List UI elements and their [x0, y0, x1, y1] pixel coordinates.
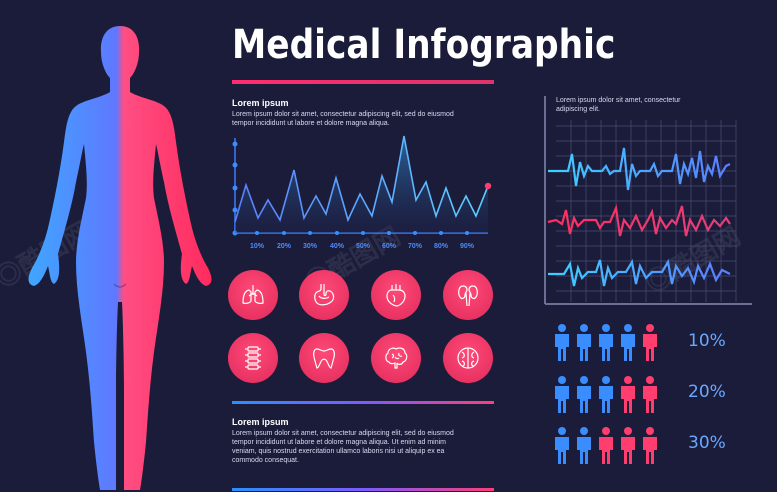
organ-stomach: [299, 270, 349, 320]
x-tick-dot: [308, 231, 312, 235]
spine-icon: [245, 346, 261, 370]
x-tick-dot: [255, 231, 259, 235]
organ-spine: [228, 333, 278, 383]
x-tick-dot: [361, 231, 365, 235]
tooth-icon: [313, 348, 335, 369]
bottom-heading: Lorem ipsum: [232, 417, 289, 427]
kidneys-icon: [458, 285, 478, 307]
x-tick-label: 90%: [459, 243, 475, 250]
chart-axis-dot: [232, 162, 238, 168]
x-tick-label: 80%: [433, 243, 449, 250]
x-tick-dot: [282, 231, 286, 235]
x-tick-dot: [465, 231, 469, 235]
x-tick-dot: [387, 231, 391, 235]
x-tick-label: 50%: [355, 243, 371, 250]
population-percent-3: 30%: [688, 433, 726, 453]
x-tick-dot: [335, 231, 339, 235]
title-underline: [232, 80, 494, 84]
chart-end-point: [484, 182, 492, 190]
person-icon: [621, 324, 635, 361]
x-tick-label: 30%: [302, 243, 318, 250]
ecg-chart: [544, 96, 752, 305]
chart-heading: Lorem ipsum: [232, 98, 289, 108]
x-tick-label: 40%: [329, 243, 345, 250]
person-icon: [599, 376, 613, 413]
chart-axis-dot: [232, 141, 238, 147]
organ-brain: [371, 333, 421, 383]
organ-kidneys: [443, 270, 493, 320]
ecg-line-red-middle: [547, 203, 731, 237]
chart-area: [235, 136, 488, 233]
bottom-edge-bar: [232, 488, 494, 491]
page-title: Medical Infographic: [232, 22, 616, 68]
x-tick-dot: [413, 231, 417, 235]
chart-line: [234, 135, 489, 223]
x-tick-label: 70%: [407, 243, 423, 250]
person-icon: [555, 427, 569, 464]
person-icon: [577, 427, 591, 464]
organ-heart: [371, 270, 421, 320]
bottom-divider: [232, 401, 494, 404]
population-percent-1: 10%: [688, 331, 726, 351]
brain-cells-icon: [457, 347, 479, 369]
population-percent-2: 20%: [688, 382, 726, 402]
person-icon: [555, 376, 569, 413]
bottom-description: Lorem ipsum dolor sit amet, consectetur …: [232, 430, 454, 464]
person-icon-highlighted: [643, 324, 657, 361]
organ-tooth: [299, 333, 349, 383]
heart-icon: [386, 284, 406, 307]
person-icon: [555, 324, 569, 361]
lungs-icon: [242, 285, 264, 304]
population-row-2: [555, 376, 657, 413]
chart-x-ticks: 10% 20% 30% 40% 50% 60% 70% 80% 90%: [226, 243, 496, 253]
stomach-icon: [314, 284, 335, 306]
human-body-figure: [28, 26, 212, 490]
x-tick-label: 10%: [249, 243, 265, 250]
person-icon-highlighted: [643, 376, 657, 413]
ecg-description: Lorem ipsum dolor sit amet, consectetur …: [556, 97, 681, 113]
population-row-3: [555, 427, 657, 464]
organ-brain-cells: [443, 333, 493, 383]
x-tick-label: 60%: [381, 243, 397, 250]
person-icon: [599, 324, 613, 361]
person-icon-highlighted: [621, 427, 635, 464]
person-icon-highlighted: [621, 376, 635, 413]
population-row-1: [555, 324, 657, 361]
chart-axis-dot: [232, 207, 238, 213]
person-icon-highlighted: [599, 427, 613, 464]
area-chart: [232, 135, 492, 236]
chart-axis-dot: [232, 185, 238, 191]
ecg-line-blue-bottom: [548, 258, 731, 287]
organ-lungs: [228, 270, 278, 320]
chart-description: Lorem ipsum dolor sit amet, consectetur …: [232, 111, 454, 127]
person-icon: [577, 376, 591, 413]
brain-icon: [385, 347, 408, 369]
x-tick-label: 20%: [276, 243, 292, 250]
ecg-line-blue-top: [548, 147, 731, 191]
person-icon-highlighted: [643, 427, 657, 464]
person-icon: [577, 324, 591, 361]
x-tick-dot: [439, 231, 443, 235]
